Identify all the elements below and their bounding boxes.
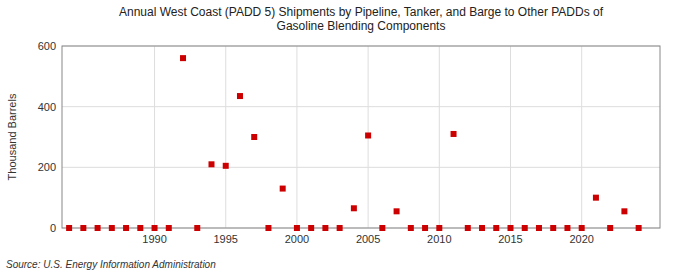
point — [365, 132, 371, 138]
point — [621, 208, 627, 214]
point — [237, 93, 243, 99]
point — [465, 225, 471, 231]
point — [479, 225, 485, 231]
point — [123, 225, 129, 231]
point — [636, 225, 642, 231]
y-grid-line — [62, 106, 660, 107]
y-tick-label: 400 — [38, 101, 56, 113]
x-grid-line — [225, 46, 226, 228]
point — [337, 225, 343, 231]
point — [322, 225, 328, 231]
x-tick-label: 1990 — [142, 233, 166, 245]
point — [180, 55, 186, 61]
point — [265, 225, 271, 231]
y-axis-label: Thousand Barrels — [6, 93, 18, 180]
point — [137, 225, 143, 231]
point — [593, 195, 599, 201]
x-tick-label: 2015 — [498, 233, 522, 245]
point — [508, 225, 514, 231]
point — [493, 225, 499, 231]
point — [308, 225, 314, 231]
source-note: Source: U.S. Energy Information Administ… — [6, 259, 216, 270]
point — [564, 225, 570, 231]
point — [394, 208, 400, 214]
x-grid-line — [510, 46, 511, 228]
x-tick-label: 1995 — [213, 233, 237, 245]
point — [607, 225, 613, 231]
x-grid-line — [296, 46, 297, 228]
point — [579, 225, 585, 231]
point — [351, 205, 357, 211]
x-grid-line — [154, 46, 155, 228]
chart: Annual West Coast (PADD 5) Shipments by … — [0, 0, 675, 275]
y-tick-label: 600 — [38, 40, 56, 52]
point — [294, 225, 300, 231]
y-tick-label: 200 — [38, 161, 56, 173]
point — [209, 161, 215, 167]
point — [109, 225, 115, 231]
point — [536, 225, 542, 231]
point — [550, 225, 556, 231]
point — [408, 225, 414, 231]
plot-frame — [62, 46, 660, 228]
x-tick-label: 2005 — [356, 233, 380, 245]
point — [451, 131, 457, 137]
point — [66, 225, 72, 231]
x-grid-line — [439, 46, 440, 228]
points — [66, 55, 642, 231]
point — [166, 225, 172, 231]
x-grid-line — [581, 46, 582, 228]
y-grid-line — [62, 167, 660, 168]
chart-container: Annual West Coast (PADD 5) Shipments by … — [0, 0, 675, 275]
x-tick-label: 2010 — [427, 233, 451, 245]
point — [194, 225, 200, 231]
point — [251, 134, 257, 140]
y-tick-label: 0 — [50, 222, 56, 234]
x-tick-label: 2000 — [285, 233, 309, 245]
grid — [62, 46, 660, 228]
point — [80, 225, 86, 231]
point — [522, 225, 528, 231]
title-line: Gasoline Blending Components — [277, 19, 446, 33]
point — [436, 225, 442, 231]
point — [152, 225, 158, 231]
point — [280, 186, 286, 192]
point — [422, 225, 428, 231]
point — [95, 225, 101, 231]
title: Annual West Coast (PADD 5) Shipments by … — [119, 5, 604, 33]
point — [223, 163, 229, 169]
point — [379, 225, 385, 231]
x-tick-label: 2020 — [569, 233, 593, 245]
title-line: Annual West Coast (PADD 5) Shipments by … — [119, 5, 604, 19]
